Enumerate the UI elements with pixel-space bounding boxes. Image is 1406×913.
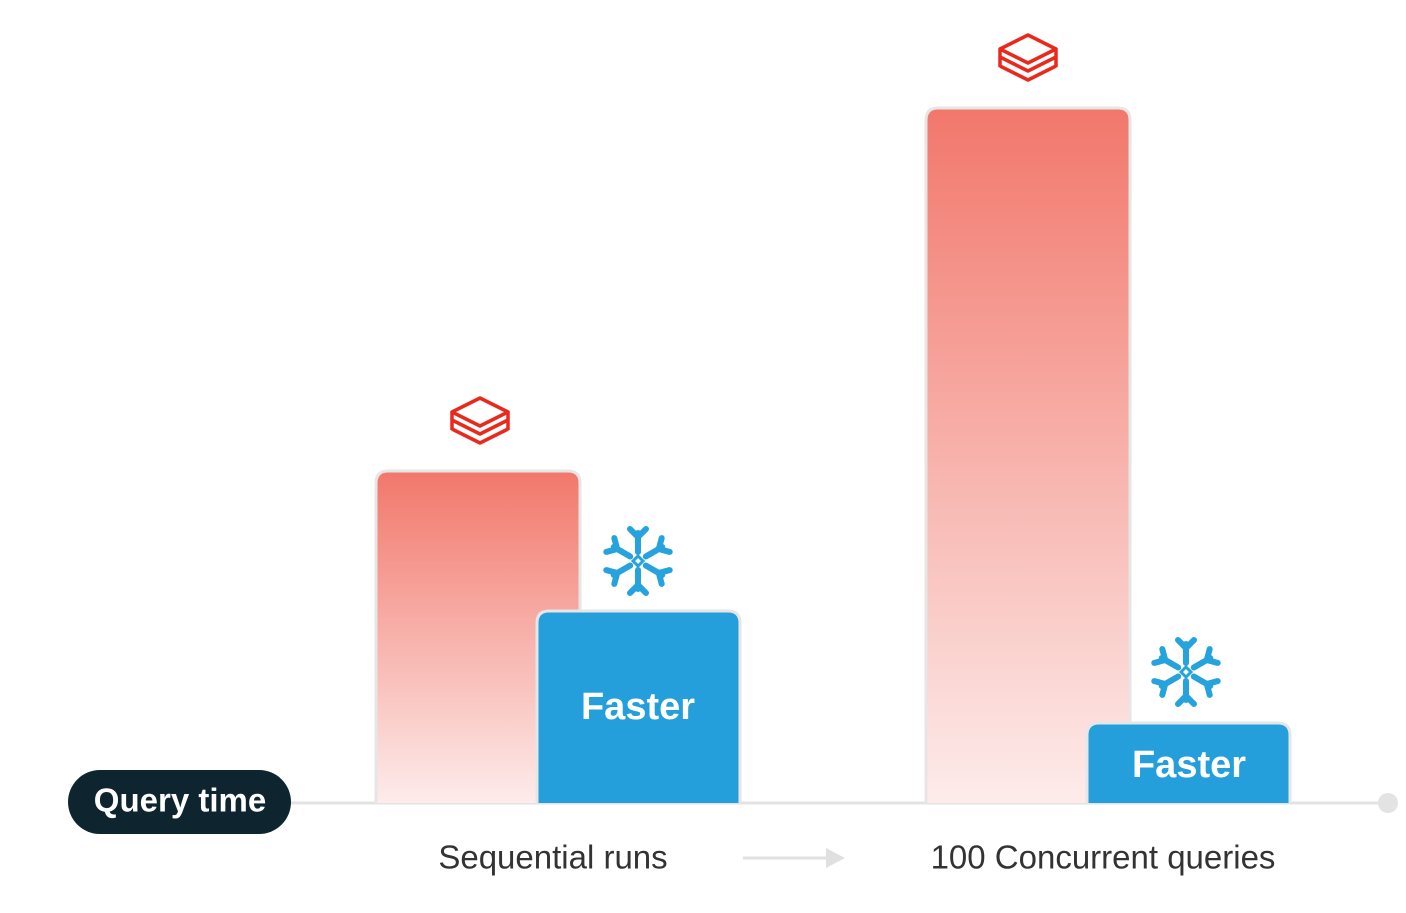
bar — [374, 469, 582, 803]
group-label: Sequential runs — [438, 839, 667, 876]
bar — [1085, 721, 1292, 803]
databricks-icon — [998, 33, 1058, 82]
bar-label: Faster — [1132, 744, 1246, 786]
snowflake-icon — [606, 529, 669, 593]
arrow-head — [826, 848, 845, 868]
axis-pill — [68, 770, 291, 834]
group-label: 100 Concurrent queries — [931, 839, 1276, 876]
axis-end — [1378, 793, 1398, 813]
snowflake-icon — [1154, 640, 1217, 704]
databricks-icon — [450, 396, 510, 445]
bar — [924, 106, 1132, 803]
bar — [535, 609, 742, 803]
bar-label: Faster — [581, 686, 695, 728]
axis-label: Query time — [94, 782, 266, 819]
